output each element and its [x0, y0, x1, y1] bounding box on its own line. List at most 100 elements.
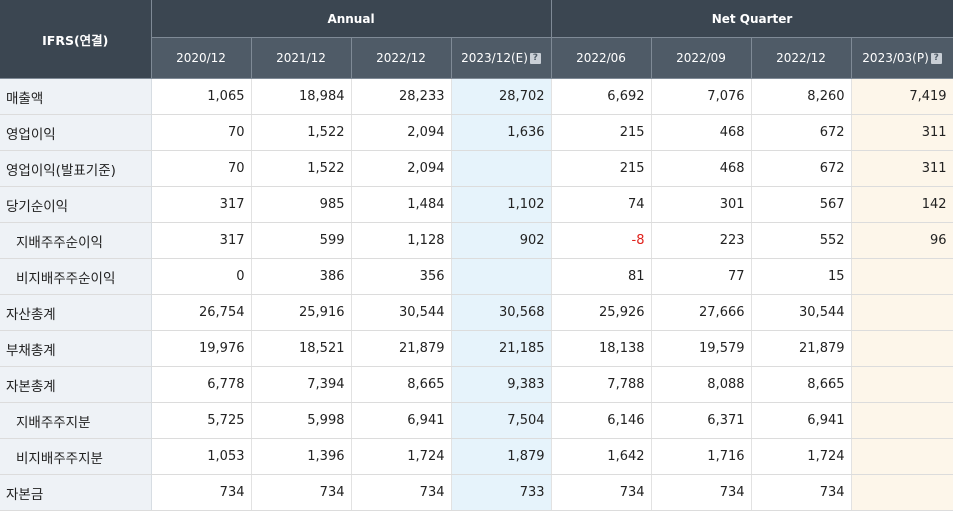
- table-row: 자산총계 26,754 25,916 30,544 30,568 25,926 27,666…: [0, 294, 953, 331]
- table-cell: 18,521: [251, 330, 352, 367]
- table-cell: 1,484: [351, 186, 452, 223]
- table-cell: 215: [551, 114, 652, 151]
- table-cell: 30,544: [751, 294, 852, 331]
- table-cell: 1,636: [451, 114, 552, 151]
- table-cell: 317: [151, 222, 252, 259]
- table-cell: 77: [651, 258, 752, 295]
- table-cell: 672: [751, 114, 852, 151]
- table-cell: [851, 294, 953, 331]
- table-cell: 0: [151, 258, 252, 295]
- table-row: 매출액 1,065 18,984 28,233 28,702 6,692 7,076 8,26…: [0, 78, 953, 115]
- table-cell: 552: [751, 222, 852, 259]
- table-cell: 734: [651, 474, 752, 511]
- table-cell: 6,371: [651, 402, 752, 439]
- table-cell: 7,504: [451, 402, 552, 439]
- table-cell: 15: [751, 258, 852, 295]
- table-cell: 8,260: [751, 78, 852, 115]
- table-cell: 6,146: [551, 402, 652, 439]
- table-row: 영업이익 70 1,522 2,094 1,636 215 468 672 311: [0, 114, 953, 151]
- period-header: 2022/12: [751, 37, 852, 79]
- table-cell: 8,088: [651, 366, 752, 403]
- table-cell: 1,065: [151, 78, 252, 115]
- group-header-annual: Annual: [151, 0, 552, 38]
- table-cell: 7,394: [251, 366, 352, 403]
- table-cell: 25,926: [551, 294, 652, 331]
- period-header-estimate: 2023/12(E)?: [451, 37, 552, 79]
- period-label: 2023/12(E): [461, 51, 528, 65]
- table-cell: 733: [451, 474, 552, 511]
- table-cell: 1,522: [251, 114, 352, 151]
- table-cell: 1,102: [451, 186, 552, 223]
- period-header: 2022/12: [351, 37, 452, 79]
- table-cell: 301: [651, 186, 752, 223]
- help-icon[interactable]: ?: [930, 53, 942, 64]
- table-header: IFRS(연결) Annual Net Quarter 2020/12 2021…: [0, 0, 953, 79]
- table-cell: 215: [551, 150, 652, 187]
- row-label: 비지배주주지분: [0, 438, 152, 475]
- table-cell: 1,724: [751, 438, 852, 475]
- table-body: 매출액 1,065 18,984 28,233 28,702 6,692 7,076 8,26…: [0, 78, 953, 511]
- row-label: 영업이익: [0, 114, 152, 151]
- table-cell: 30,544: [351, 294, 452, 331]
- table-cell: [451, 150, 552, 187]
- row-label: 지배주주지분: [0, 402, 152, 439]
- table-cell: [851, 330, 953, 367]
- table-cell: 21,185: [451, 330, 552, 367]
- table-cell: 468: [651, 114, 752, 151]
- table-row: 자본금 734 734 734 733 734 734 734: [0, 474, 953, 511]
- table-row: 지배주주순이익 317 599 1,128 902 -8 223 552 96: [0, 222, 953, 259]
- table-cell: 1,879: [451, 438, 552, 475]
- table-cell: 81: [551, 258, 652, 295]
- table-cell: 1,724: [351, 438, 452, 475]
- table-cell: 28,233: [351, 78, 452, 115]
- row-label: 영업이익(발표기준): [0, 150, 152, 187]
- table-cell: 5,725: [151, 402, 252, 439]
- table-cell: 734: [151, 474, 252, 511]
- table-cell: 6,778: [151, 366, 252, 403]
- row-label: 자산총계: [0, 294, 152, 331]
- table-cell: 734: [551, 474, 652, 511]
- table-cell: 386: [251, 258, 352, 295]
- table-row: 비지배주주지분 1,053 1,396 1,724 1,879 1,642 1,716 1,7…: [0, 438, 953, 475]
- table-cell: 985: [251, 186, 352, 223]
- table-cell: 18,984: [251, 78, 352, 115]
- table-cell: 2,094: [351, 114, 452, 151]
- table-cell: 902: [451, 222, 552, 259]
- table-cell: 468: [651, 150, 752, 187]
- table-cell: 27,666: [651, 294, 752, 331]
- table-cell: 567: [751, 186, 852, 223]
- row-label: 자본금: [0, 474, 152, 511]
- table-cell: 672: [751, 150, 852, 187]
- help-icon[interactable]: ?: [529, 53, 541, 64]
- table-cell: 18,138: [551, 330, 652, 367]
- table-cell: 2,094: [351, 150, 452, 187]
- row-label: 자본총계: [0, 366, 152, 403]
- table-cell: 1,522: [251, 150, 352, 187]
- table-cell: [851, 258, 953, 295]
- period-header: 2022/06: [551, 37, 652, 79]
- table-cell: -8: [551, 222, 652, 259]
- table-cell: 21,879: [751, 330, 852, 367]
- table-cell: 223: [651, 222, 752, 259]
- table-cell: [851, 474, 953, 511]
- table-cell: 6,692: [551, 78, 652, 115]
- table-cell: 21,879: [351, 330, 452, 367]
- group-header-net-quarter: Net Quarter: [551, 0, 953, 38]
- table-cell: 734: [351, 474, 452, 511]
- table-cell: 599: [251, 222, 352, 259]
- table-cell: 356: [351, 258, 452, 295]
- table-row: 지배주주지분 5,725 5,998 6,941 7,504 6,146 6,371 6,94…: [0, 402, 953, 439]
- table-cell: 8,665: [751, 366, 852, 403]
- period-header: 2022/09: [651, 37, 752, 79]
- table-cell: 5,998: [251, 402, 352, 439]
- table-row: 자본총계 6,778 7,394 8,665 9,383 7,788 8,088 8,665: [0, 366, 953, 403]
- table-cell: 30,568: [451, 294, 552, 331]
- table-cell: 8,665: [351, 366, 452, 403]
- table-cell: 7,788: [551, 366, 652, 403]
- table-cell: 7,076: [651, 78, 752, 115]
- period-header-provisional: 2023/03(P)?: [851, 37, 953, 79]
- table-cell: 25,916: [251, 294, 352, 331]
- table-row: 당기순이익 317 985 1,484 1,102 74 301 567 142: [0, 186, 953, 223]
- table-cell: 311: [851, 114, 953, 151]
- table-cell: 6,941: [351, 402, 452, 439]
